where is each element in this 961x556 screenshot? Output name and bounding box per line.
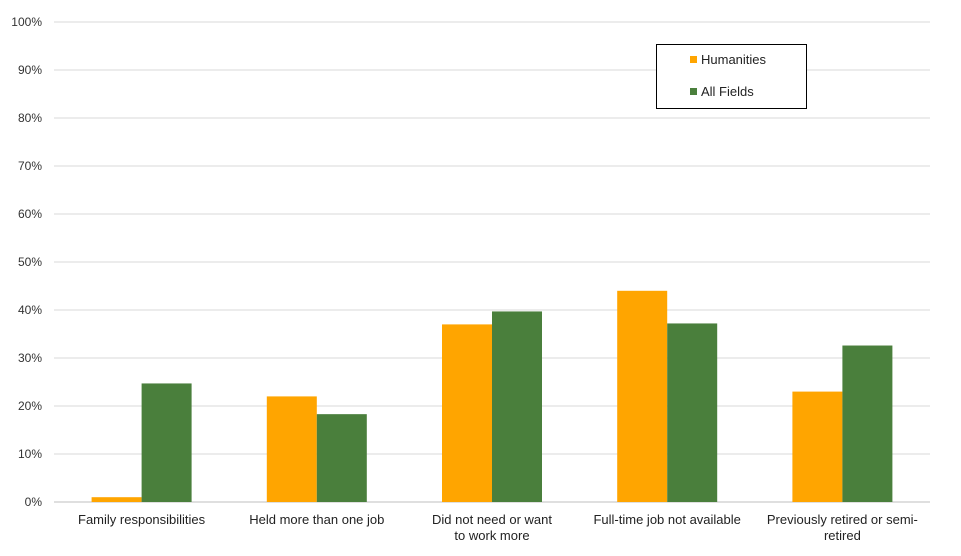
- x-category-label: Held more than one job: [249, 512, 384, 527]
- y-tick-label: 0%: [25, 495, 43, 509]
- bar-all-fields-1: [316, 414, 367, 502]
- x-category-label: to work more: [454, 528, 529, 543]
- bar-all-fields-2: [492, 311, 542, 502]
- bar-humanities-1: [266, 396, 317, 502]
- legend-box: [656, 44, 807, 109]
- y-tick-label: 70%: [18, 159, 42, 173]
- legend-label: All Fields: [701, 84, 754, 99]
- bar-all-fields-3: [667, 323, 718, 502]
- bar-humanities-2: [442, 324, 492, 502]
- y-tick-label: 80%: [18, 111, 42, 125]
- bar-humanities-3: [617, 290, 668, 502]
- y-tick-label: 100%: [11, 15, 42, 29]
- y-tick-label: 20%: [18, 399, 42, 413]
- x-category-label: Did not need or want: [432, 512, 552, 527]
- y-tick-label: 40%: [18, 303, 42, 317]
- x-category-label: retired: [824, 528, 861, 543]
- y-tick-label: 30%: [18, 351, 42, 365]
- y-tick-label: 90%: [18, 63, 42, 77]
- legend-swatch: [690, 56, 697, 63]
- bars: [91, 290, 893, 502]
- bar-all-fields-4: [842, 345, 893, 502]
- y-tick-label: 10%: [18, 447, 42, 461]
- x-category-label: Full-time job not available: [593, 512, 740, 527]
- bar-all-fields-0: [141, 383, 192, 502]
- x-category-label: Previously retired or semi-: [767, 512, 918, 527]
- legend-swatch: [690, 88, 697, 95]
- bar-humanities-4: [792, 391, 843, 502]
- legend: Humanities All Fields: [656, 44, 807, 109]
- y-tick-label: 50%: [18, 255, 42, 269]
- y-axis-ticks: 0% 10% 20% 30% 40% 50% 60% 70% 80% 90% 100%: [11, 15, 42, 509]
- x-category-label: Family responsibilities: [78, 512, 206, 527]
- bar-humanities-0: [91, 497, 142, 502]
- x-axis-categories: Family responsibilities Held more than on…: [78, 512, 918, 543]
- legend-label: Humanities: [701, 52, 767, 67]
- y-tick-label: 60%: [18, 207, 42, 221]
